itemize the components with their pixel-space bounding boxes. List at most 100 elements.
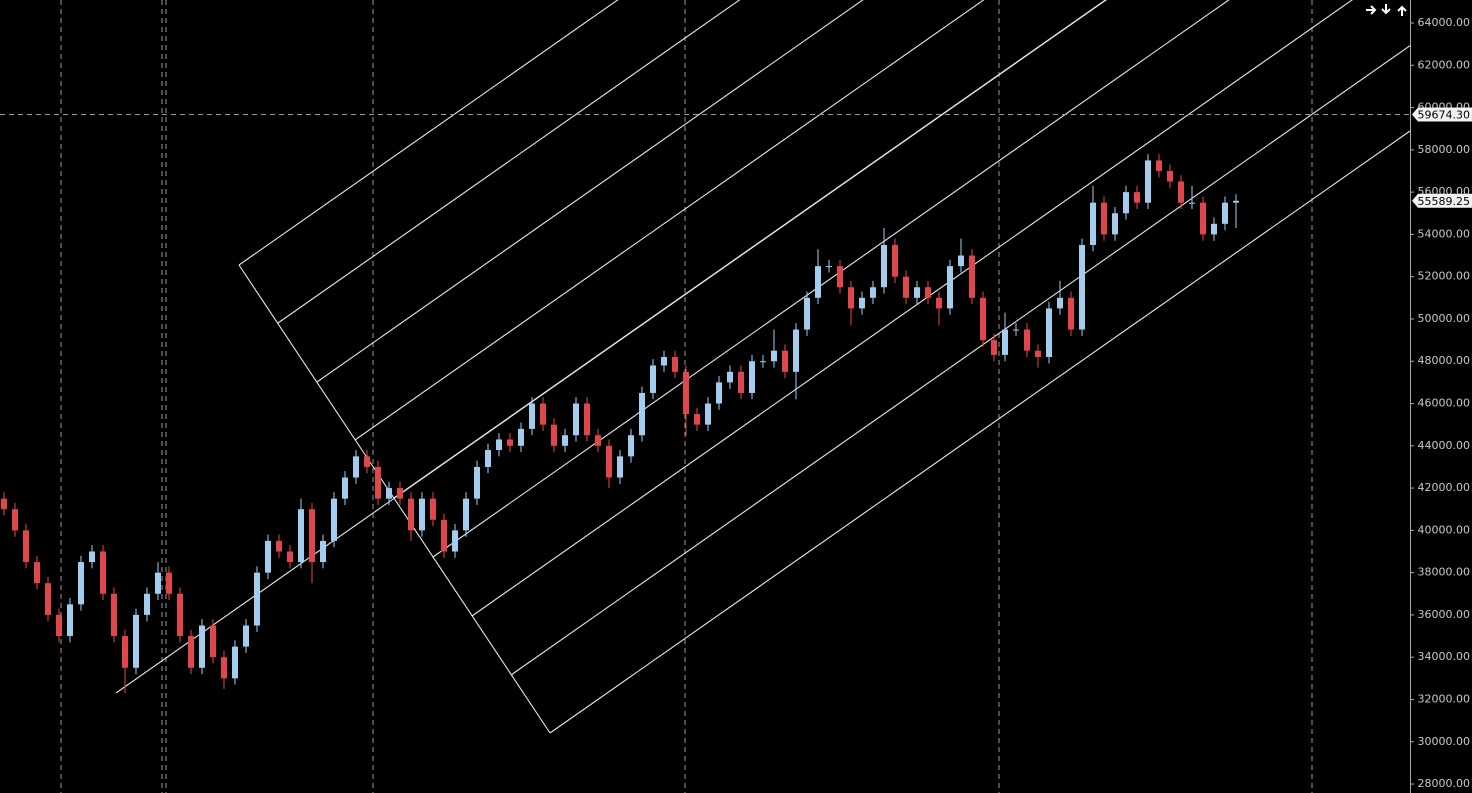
y-tick-label: 34000.00 [1418,650,1471,663]
candle-body [320,540,326,563]
candle-body [540,403,546,425]
candle-body [342,477,348,499]
pitchfork-line [471,0,1353,617]
candle-body [1024,329,1030,351]
candle-body [760,361,766,363]
candle-body [1002,329,1008,355]
candle-body [45,583,51,615]
candle-body [375,466,381,499]
y-tick-label: 32000.00 [1418,692,1471,705]
candle-body [331,498,337,541]
candle-body [551,424,557,446]
candle-body [991,340,997,355]
candle-body [441,519,447,552]
candle-body [782,350,788,372]
candle-body [397,488,403,499]
candle-body [133,614,139,668]
candle-body [12,509,18,531]
candle-body [485,450,491,467]
pitchfork-handle [238,264,551,734]
candle-body [78,562,84,605]
candle-body [826,266,832,268]
candle-body [1068,297,1074,330]
y-tick-label: 36000.00 [1418,608,1471,621]
pitchfork-line [238,0,619,266]
candle-body [100,551,106,594]
candle-body [639,392,645,436]
candle-body [969,255,975,298]
candle-body [914,287,920,298]
y-tick-label: 42000.00 [1418,481,1471,494]
candle-body [793,329,799,372]
candle-body [452,530,458,552]
candle-body [573,403,579,436]
y-tick-label: 46000.00 [1418,397,1471,410]
candle-body [122,636,128,668]
candle-body [232,646,238,679]
candle-body [34,562,40,584]
candle-body [254,572,260,626]
candle-body [584,403,590,436]
pitchfork-line [354,0,985,441]
y-tick-label: 28000.00 [1418,777,1471,790]
scroll-right-button[interactable] [1366,5,1377,15]
candle-body [705,403,711,425]
candle-body [1233,200,1239,203]
candle-body [199,625,205,668]
y-tick-label: 38000.00 [1418,566,1471,579]
y-tick-label: 62000.00 [1418,58,1471,71]
candle-body [1013,329,1019,331]
candle-body [243,625,249,647]
pitchfork-line [393,0,1107,499]
candle-body [859,297,865,309]
candle-body [771,350,777,362]
candle-body [430,498,436,520]
candle-body [903,276,909,298]
candle-body [419,498,425,531]
y-tick-label: 30000.00 [1418,735,1471,748]
crosshair-price-box [1412,107,1472,122]
candle-body [1057,297,1063,309]
candle-body [287,551,293,563]
candle-body [265,540,271,573]
candle-body [298,509,304,563]
candle-body [507,439,513,446]
candle-body [1200,202,1206,235]
pitchfork-line [277,0,741,324]
candle-body [650,365,656,393]
candle-body [727,371,733,383]
scroll-up-button[interactable] [1397,5,1407,16]
candle-body [881,244,887,288]
candle-body [595,435,601,446]
candle-body [221,657,227,679]
candle-body [892,244,898,277]
candle-body [23,530,29,563]
price-axis: 28000.00 30000.00 32000.00 34000.00 36000.00… [1410,0,1470,793]
candle-body [672,357,678,372]
y-tick-label: 52000.00 [1418,270,1471,283]
y-tick-label: 64000.00 [1418,16,1471,29]
candle-body [617,456,623,478]
candle-body [980,297,986,341]
candle-body [694,414,700,425]
candle-body [661,357,667,366]
candle-body [276,540,282,552]
nav-buttons[interactable] [1366,4,1407,16]
candle-body [1189,202,1195,204]
candle-body [925,287,931,298]
candle-body [177,593,183,637]
candle-body [496,439,502,451]
candle-body [1090,202,1096,245]
candle-body [518,428,524,446]
candle-body [1156,160,1162,171]
y-tick-label: 44000.00 [1418,439,1471,452]
candle-body [111,593,117,637]
pitchfork-line [510,45,1411,676]
candle-body [947,266,953,309]
candle-body [1134,192,1140,203]
candle-body [1079,244,1085,330]
candle-body [1,498,7,510]
candle-body [144,593,150,615]
scroll-down-button[interactable] [1381,4,1391,15]
candle-body [89,551,95,563]
